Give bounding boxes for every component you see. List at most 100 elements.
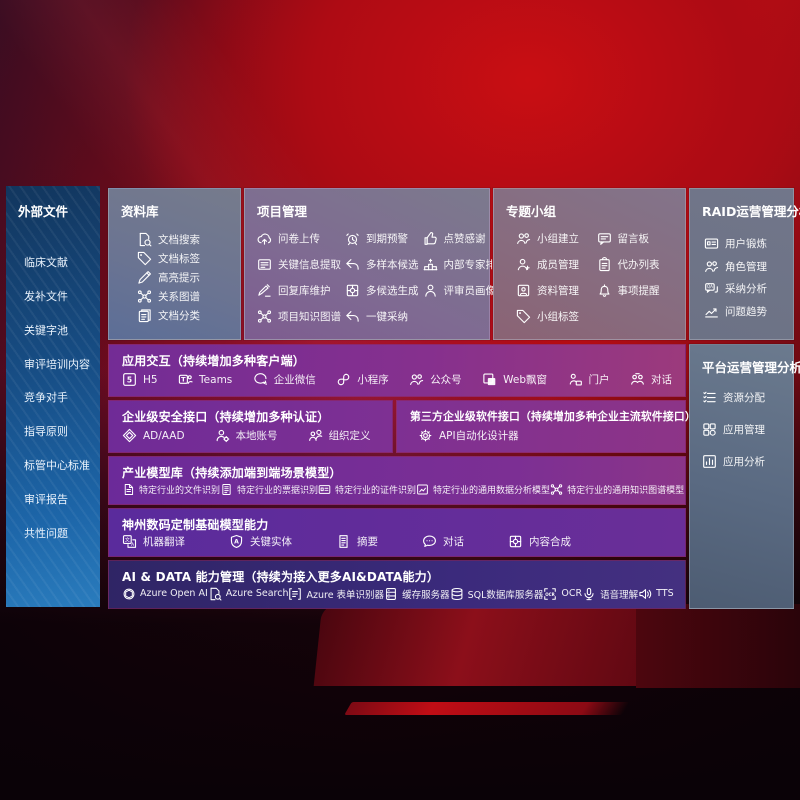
feature-item: API自动化设计器 bbox=[418, 428, 519, 443]
summary-doc-icon bbox=[336, 534, 351, 549]
panel-items: 资源分配 应用管理 应用分析 bbox=[690, 376, 793, 469]
people-icon bbox=[704, 259, 719, 274]
svg-text:OCR: OCR bbox=[546, 591, 556, 596]
trend-chart-icon bbox=[704, 304, 719, 319]
tts-speaker-icon bbox=[638, 587, 652, 601]
feature-item-label: 回复库维护 bbox=[278, 284, 331, 297]
feature-item: 特定行业的通用知识图谱模型 bbox=[550, 483, 684, 496]
feature-item: 回复库维护 bbox=[257, 283, 341, 298]
feature-item: 高亮提示 bbox=[137, 270, 232, 285]
row-title: 产业模型库（持续添加端到端场景模型） bbox=[122, 466, 342, 480]
panel-items: 问卷上传 关键信息提取 回复库维护 项目知识图谱 到期预警 多样本候选 bbox=[245, 220, 507, 339]
feature-item-label: 问题趋势 bbox=[725, 306, 767, 319]
teams-icon: T bbox=[178, 372, 193, 387]
feature-item: OCR OCR bbox=[543, 587, 582, 601]
bell-icon bbox=[597, 283, 612, 298]
svg-text:A: A bbox=[131, 542, 135, 548]
feature-item: 关系图谱 bbox=[137, 289, 232, 304]
panel-items: 小组建立 成员管理 资料管理 小组标签 留言板 代办列表 bbox=[494, 220, 685, 339]
feature-item-label: 文档标签 bbox=[158, 253, 200, 265]
laptop-shadow-shape bbox=[636, 604, 800, 688]
panel-raid-analysis: RAID运营管理分析 用户锻炼 角色管理 QA 采纳分析 问题趋势 bbox=[689, 188, 800, 340]
highlight-pen-icon bbox=[137, 270, 152, 285]
feature-item: 内部专家排名 bbox=[423, 257, 507, 272]
feature-item: 成员管理 bbox=[516, 257, 597, 272]
relation-graph-icon bbox=[550, 483, 563, 496]
feature-item-label: 点赞感谢 bbox=[443, 233, 486, 246]
feature-item: 文档分类 bbox=[137, 308, 232, 323]
feature-item-label: 评审员画像 bbox=[443, 284, 497, 297]
doc-scan-icon bbox=[122, 483, 135, 496]
feature-item-label: Azure 表单识别器 bbox=[306, 589, 385, 601]
svg-text:5: 5 bbox=[127, 376, 132, 385]
thumb-up-icon bbox=[423, 231, 438, 246]
feature-item-label: 对话 bbox=[651, 374, 672, 386]
feature-item-label: 用户锻炼 bbox=[725, 237, 767, 250]
id-card-icon bbox=[318, 483, 331, 496]
feature-item-label: 特定行业的票据识别 bbox=[237, 486, 319, 496]
doc-search-icon bbox=[137, 232, 152, 247]
feature-item: 本地账号 bbox=[215, 428, 278, 443]
sidebar-title: 外部文件 bbox=[18, 204, 69, 219]
message-board-icon bbox=[597, 231, 612, 246]
feature-item: AD/AAD bbox=[122, 428, 185, 443]
sidebar-item: 指导原则 bbox=[24, 425, 68, 439]
feature-item-label: Web飘窗 bbox=[503, 374, 548, 386]
feature-item: A 关键实体 bbox=[229, 534, 292, 549]
feature-item-label: 小程序 bbox=[357, 374, 389, 386]
feature-item-label: 本地账号 bbox=[235, 430, 278, 442]
feature-item: 组织定义 bbox=[308, 428, 371, 443]
ocr-icon: OCR bbox=[543, 587, 557, 601]
feature-item-label: 特定行业的通用知识图谱模型 bbox=[567, 486, 685, 496]
feature-item: Azure Search bbox=[208, 587, 289, 601]
panel-topic-groups: 专题小组 小组建立 成员管理 资料管理 小组标签 留言板 bbox=[493, 188, 686, 340]
feature-item: 小组建立 bbox=[516, 231, 597, 246]
reply-arrow-icon bbox=[345, 309, 360, 324]
person-gear-icon bbox=[215, 428, 230, 443]
key-info-card-icon bbox=[257, 257, 272, 272]
image-chart-icon bbox=[416, 483, 429, 496]
shield-diamond-icon bbox=[122, 428, 137, 443]
sidebar-item: 审评报告 bbox=[24, 493, 68, 507]
row-thirdparty-interfaces: 第三方企业级软件接口（持续增加多种企业主流软件接口） API自动化设计器 bbox=[396, 400, 696, 453]
album-icon bbox=[516, 283, 531, 298]
row-industry-models: 产业模型库（持续添加端到端场景模型） 特定行业的文件识别 特定行业的票据识别 特… bbox=[108, 456, 686, 505]
feature-item-label: Azure Search bbox=[225, 588, 289, 599]
feature-item-label: AD/AAD bbox=[143, 429, 185, 442]
feature-item: 评审员画像 bbox=[423, 283, 507, 298]
feature-item: 代办列表 bbox=[597, 257, 678, 272]
row-items: AD/AAD 本地账号 组织定义 bbox=[122, 425, 379, 446]
feature-item-label: 缓存服务器 bbox=[402, 589, 450, 601]
feature-item: Web飘窗 bbox=[482, 372, 547, 387]
feature-item-label: 项目知识图谱 bbox=[278, 310, 341, 323]
external-files-sidebar: 外部文件 临床文献 发补文件 关键字池 审评培训内容 竞争对手 指导原则 标管中心标准 审评报… bbox=[6, 186, 100, 607]
feature-item: TTS bbox=[638, 587, 674, 601]
cache-server-icon bbox=[384, 587, 398, 601]
feature-item-label: API自动化设计器 bbox=[439, 429, 519, 442]
feature-item: 特定行业的证件识别 bbox=[318, 483, 416, 496]
panel-items: 用户锻炼 角色管理 QA 采纳分析 问题趋势 bbox=[690, 220, 793, 339]
feature-item-label: 文档搜索 bbox=[158, 234, 200, 246]
feature-item-label: 小组建立 bbox=[537, 233, 579, 246]
feature-item: 特定行业的文件识别 bbox=[122, 483, 220, 496]
reply-arrow-icon bbox=[345, 257, 360, 272]
laptop-lid-shape bbox=[313, 604, 653, 686]
row-items: 特定行业的文件识别 特定行业的票据识别 特定行业的证件识别 特定行业的通用数据分… bbox=[122, 481, 684, 498]
feature-item-label: 关系图谱 bbox=[158, 291, 200, 303]
feature-item: 对话 bbox=[630, 372, 672, 387]
feature-item-label: OCR bbox=[561, 588, 583, 599]
feature-item: 对话 bbox=[422, 534, 464, 549]
sidebar-item: 标管中心标准 bbox=[24, 459, 90, 473]
sidebar-item: 关键字池 bbox=[24, 323, 68, 337]
alarm-icon bbox=[345, 231, 360, 246]
clipboard-icon bbox=[597, 257, 612, 272]
feature-item-label: 机器翻译 bbox=[143, 536, 185, 548]
feature-item-label: 角色管理 bbox=[725, 260, 767, 273]
tag-icon bbox=[137, 251, 152, 266]
sidebar-item: 审评培训内容 bbox=[24, 357, 90, 371]
cloud-upload-icon bbox=[257, 231, 272, 246]
